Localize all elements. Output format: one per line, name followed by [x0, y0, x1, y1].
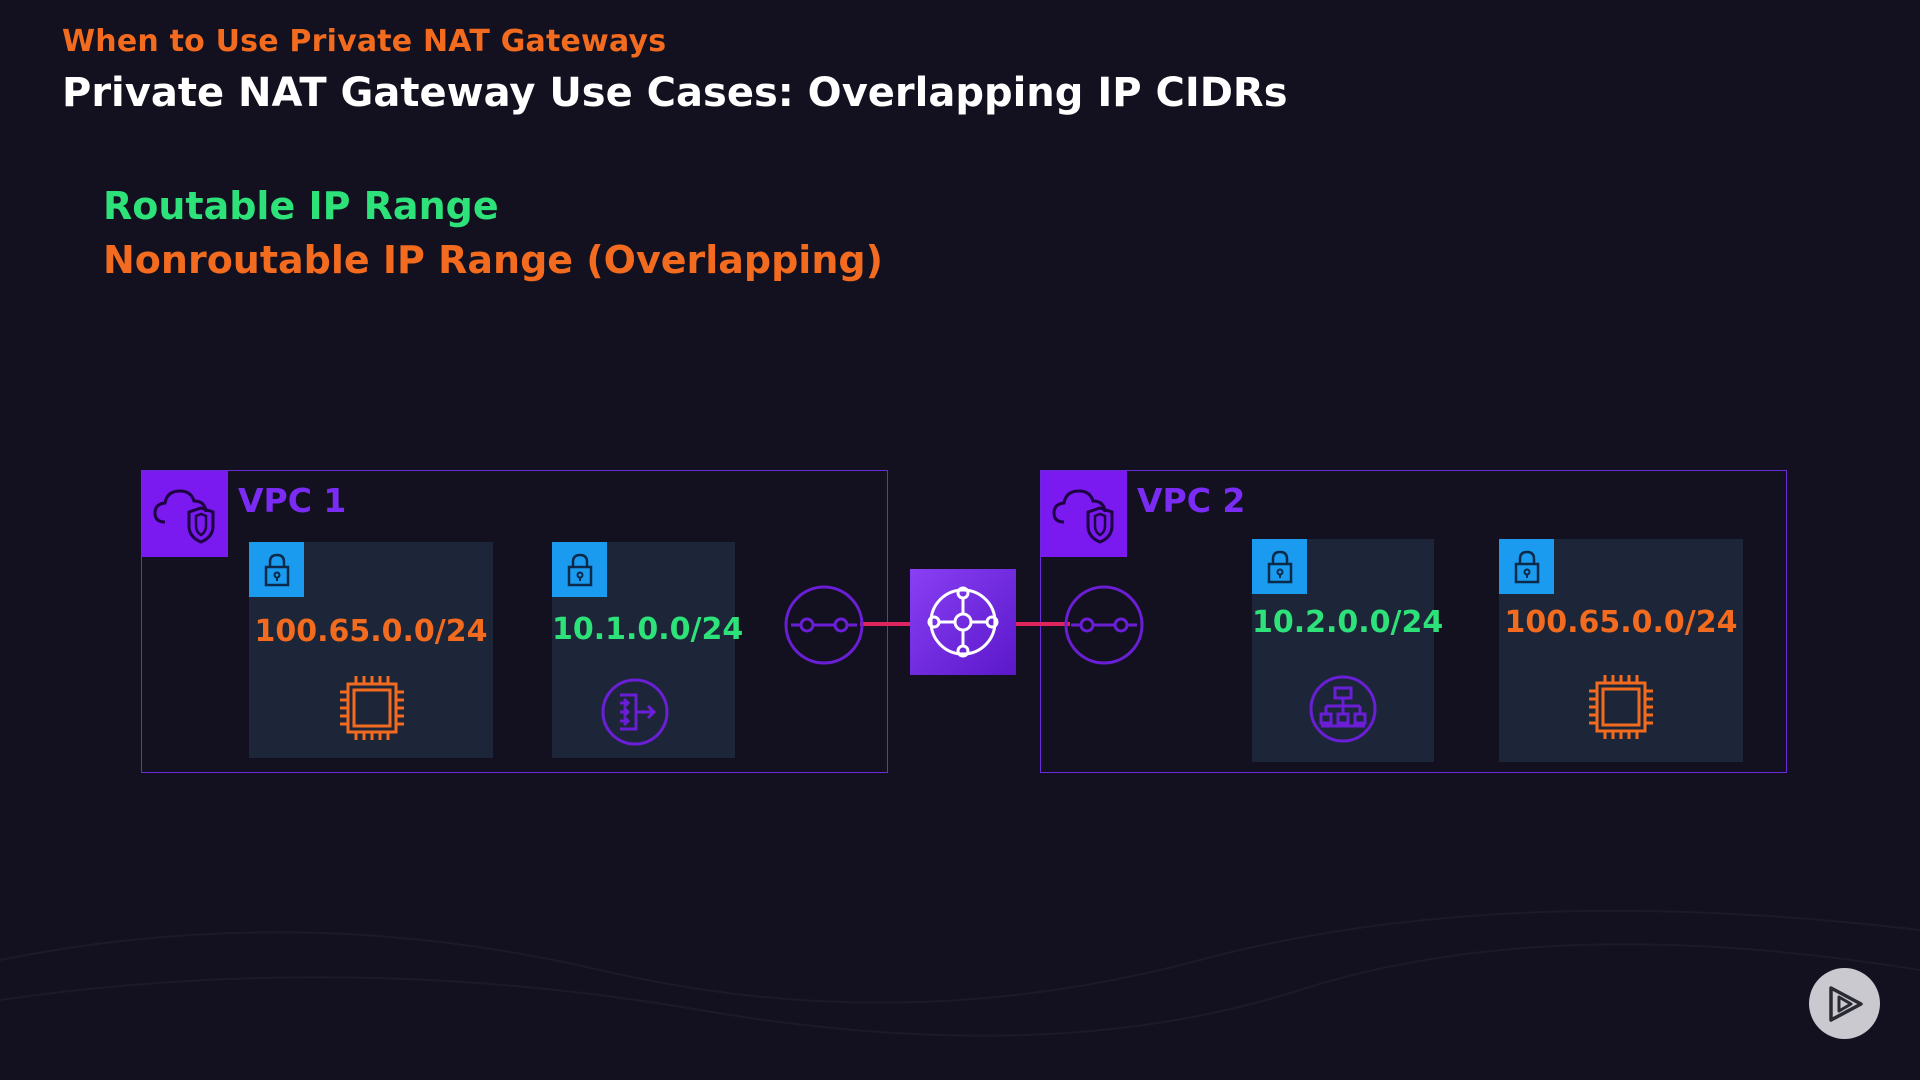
tgw-attachment-icon — [1064, 585, 1144, 665]
legend-routable: Routable IP Range — [103, 184, 499, 228]
tgw-links — [860, 622, 1070, 626]
legend-nonroutable: Nonroutable IP Range (Overlapping) — [103, 238, 883, 282]
subnet-cidr: 10.1.0.0/24 — [552, 612, 744, 647]
subnet-vpc2-nonroutable: 100.65.0.0/24 — [1499, 539, 1743, 762]
ec2-instance-icon — [1589, 675, 1653, 739]
load-balancer-icon — [1309, 675, 1377, 743]
subnet-cidr: 100.65.0.0/24 — [254, 614, 488, 649]
subnet-vpc1-nonroutable: 100.65.0.0/24 — [249, 542, 493, 758]
vpc-2-label: VPC 2 — [1137, 481, 1246, 520]
vpc-2-container: VPC 2 10.2.0.0/24 100.65.0.0/24 — [1040, 470, 1787, 773]
lock-icon — [1499, 539, 1554, 594]
transit-gateway — [910, 569, 1016, 675]
section-kicker: When to Use Private NAT Gateways — [62, 24, 667, 59]
page-title: Private NAT Gateway Use Cases: Overlappi… — [62, 70, 1288, 116]
nat-gateway-icon — [601, 678, 669, 746]
subnet-vpc1-routable: 10.1.0.0/24 — [552, 542, 744, 758]
subnet-vpc2-routable: 10.2.0.0/24 — [1252, 539, 1444, 762]
vpc-cloud-shield-icon — [142, 471, 228, 557]
lock-icon — [552, 542, 607, 597]
vpc-1-label: VPC 1 — [238, 481, 347, 520]
subnet-cidr: 10.2.0.0/24 — [1252, 605, 1444, 640]
ec2-instance-icon — [340, 676, 404, 740]
tgw-attachment-icon — [784, 585, 864, 665]
vpc-cloud-shield-icon — [1041, 471, 1127, 557]
lock-icon — [1252, 539, 1307, 594]
transit-gateway-icon — [927, 586, 999, 658]
play-icon — [1828, 985, 1863, 1022]
lock-icon — [249, 542, 304, 597]
subnet-cidr: 100.65.0.0/24 — [1504, 605, 1738, 640]
play-button[interactable] — [1809, 968, 1880, 1039]
vpc-1-container: VPC 1 100.65.0.0/24 10.1.0.0/24 — [141, 470, 888, 773]
